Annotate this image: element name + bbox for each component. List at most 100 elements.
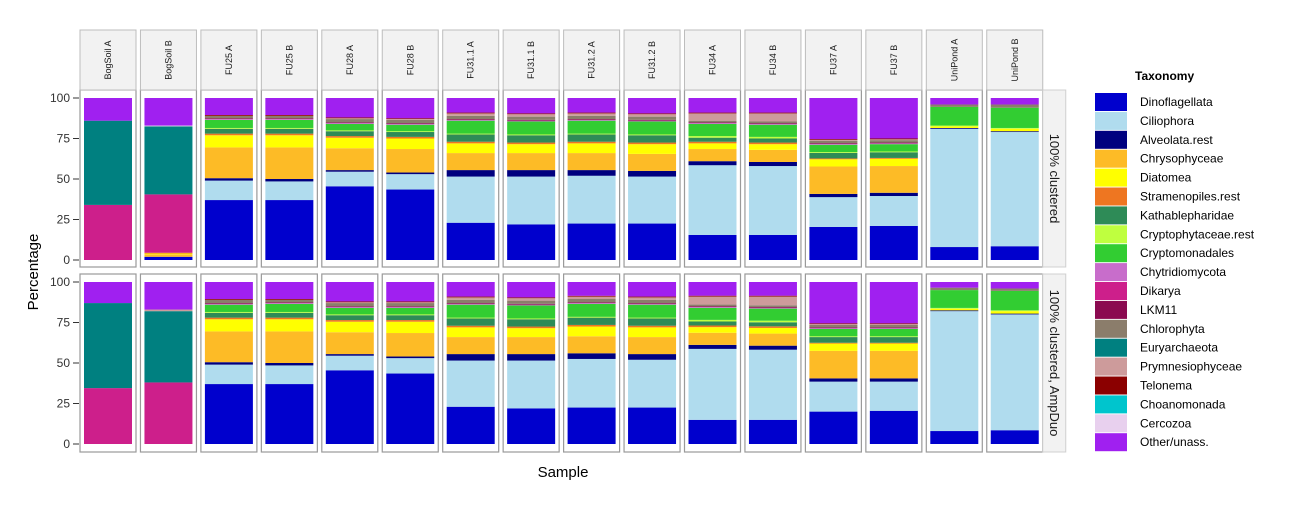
legend-item: Prymnesiophyceae (1095, 357, 1242, 376)
legend-item: Alveolata.rest (1095, 130, 1213, 149)
bar-segment-stramenopiles-rest (688, 325, 737, 328)
legend-swatch (1095, 187, 1127, 206)
bar-segment-cryptomonadales (930, 106, 979, 126)
sample-strip-label: FU37 A (828, 45, 838, 75)
bar-segment-lkm11 (325, 122, 374, 124)
bar-segment-other-unass- (265, 282, 314, 300)
bar-segment-diatomea (446, 327, 495, 338)
bar-segment-cryptomonadales (688, 307, 737, 320)
bar-segment-chrysophyceae (204, 331, 253, 363)
bar-segment-chytridiomycota (567, 119, 616, 121)
bar-segment-chytridiomycota (325, 307, 374, 308)
legend-swatch (1095, 300, 1127, 319)
bar-segment-prymnesiophyceae (144, 309, 193, 312)
bar-segment-alveolata-rest (386, 356, 435, 359)
facet-strip (1042, 273, 1067, 453)
bar-segment-diatomea (990, 128, 1039, 132)
bar-segment-dinoflagellata (507, 408, 556, 444)
bar-segment-cryptomonadales (507, 305, 556, 319)
bar-segment-lkm11 (446, 119, 495, 120)
bar-segment-other-unass- (748, 282, 797, 296)
bar-segment-prymnesiophyceae (446, 113, 495, 116)
bar-segment-chrysophyceae (869, 350, 918, 379)
bar-segment-other-unass- (688, 282, 737, 296)
y-tick-label: 100 (50, 91, 70, 105)
bar-segment-euryarchaeota (84, 303, 132, 389)
bar-segment-ciliophora (809, 381, 858, 412)
bar-segment-prymnesiophyceae (325, 118, 374, 120)
bar-segment-diatomea (507, 328, 556, 338)
bar-segment-telonema (507, 297, 556, 299)
bar-segment-cryptophytaceae-rest (869, 151, 918, 153)
bar-segment-diatomea (325, 137, 374, 149)
bar-segment-lkm11 (507, 119, 556, 121)
bar-segment-diatomea (809, 159, 858, 167)
bar-segment-dinoflagellata (204, 200, 253, 260)
bar-segment-chlorophyta (748, 121, 797, 124)
bar-segment-dinoflagellata (869, 225, 918, 260)
bar-segment-ciliophora (567, 358, 616, 408)
bar-segment-ciliophora (204, 364, 253, 385)
y-axis-title: Percentage (25, 234, 42, 311)
legend-swatch (1095, 225, 1127, 244)
bar-segment-stramenopiles-rest (265, 317, 314, 320)
bar-segment-telonema (386, 118, 435, 120)
bar-segment-other-unass- (930, 98, 979, 105)
bar-segment-chytridiomycota (325, 123, 374, 124)
bar-segment-diatomea (204, 319, 253, 332)
bar-segment-chlorophyta (869, 140, 918, 143)
legend-label: Chytridiomycota (1140, 265, 1226, 279)
bar-segment-stramenopiles-rest (386, 320, 435, 322)
facet-strip-label: 100% clustered (1047, 134, 1062, 224)
bar-segment-cryptophytaceae-rest (748, 320, 797, 323)
bar-segment-lkm11 (265, 118, 314, 120)
sample-strip-label: FU31.1 B (526, 41, 536, 79)
bar-segment-alveolata-rest (628, 354, 677, 360)
bar-segment-dikarya (144, 194, 193, 253)
sample-strip (563, 29, 621, 91)
bar-segment-stramenopiles-rest (869, 157, 918, 159)
bar-segment-ciliophora (325, 355, 374, 371)
bar-segment-chlorophyta (507, 300, 556, 304)
bar-segment-chytridiomycota (507, 120, 556, 122)
bar-segment-telonema (628, 113, 677, 115)
bar-segment-cryptomonadales (748, 124, 797, 137)
bar-segment-ciliophora (265, 365, 314, 385)
bar-segment-chrysophyceae (688, 332, 737, 345)
bar-segment-chlorophyta (688, 120, 737, 123)
legend-item: Dinoflagellata (1095, 93, 1213, 111)
legend-swatch (1095, 93, 1127, 111)
bar-segment-alveolata-rest (446, 354, 495, 361)
bar-segment-diatomea (809, 343, 858, 351)
bar-segment-ciliophora (386, 174, 435, 190)
bar-segment-lkm11 (809, 143, 858, 144)
bar-segment-cryptomonadales (869, 328, 918, 337)
bar-segment-cryptomonadales (628, 121, 677, 135)
bar-segment-lkm11 (386, 306, 435, 308)
bar-segment-kathablepharidae (869, 337, 918, 343)
bar-segment-telonema (446, 112, 495, 114)
bar-segment-dinoflagellata (325, 186, 374, 260)
bar-segment-cryptophytaceae-rest (567, 133, 616, 135)
bar-segment-other-unass- (325, 98, 374, 118)
sample-strip (381, 29, 439, 91)
sample-strip (502, 29, 560, 91)
bar-segment-ciliophora (748, 349, 797, 420)
legend: Taxonomy Dinoflagellata Ciliophora Alveola… (1095, 69, 1255, 452)
bar-segment-cryptomonadales (204, 119, 253, 128)
bar-segment-cryptomonadales (567, 120, 616, 134)
bar-segment-kathablepharidae (748, 322, 797, 327)
bar-segment-ciliophora (567, 175, 616, 224)
bar-segment-stramenopiles-rest (809, 342, 858, 344)
y-tick-label: 25 (57, 397, 71, 411)
legend-label: Dikarya (1140, 284, 1181, 298)
bar-segment-chrysophyceae (748, 333, 797, 346)
bar-segment-other-unass- (628, 282, 677, 297)
legend-item: Cryptomonadales (1095, 244, 1234, 263)
bar-segment-dinoflagellata (265, 384, 314, 444)
x-axis-title: Sample (538, 464, 589, 481)
bar-segment-ciliophora (507, 176, 556, 225)
bar-segment-telonema (386, 301, 435, 303)
legend-swatch (1095, 433, 1127, 452)
